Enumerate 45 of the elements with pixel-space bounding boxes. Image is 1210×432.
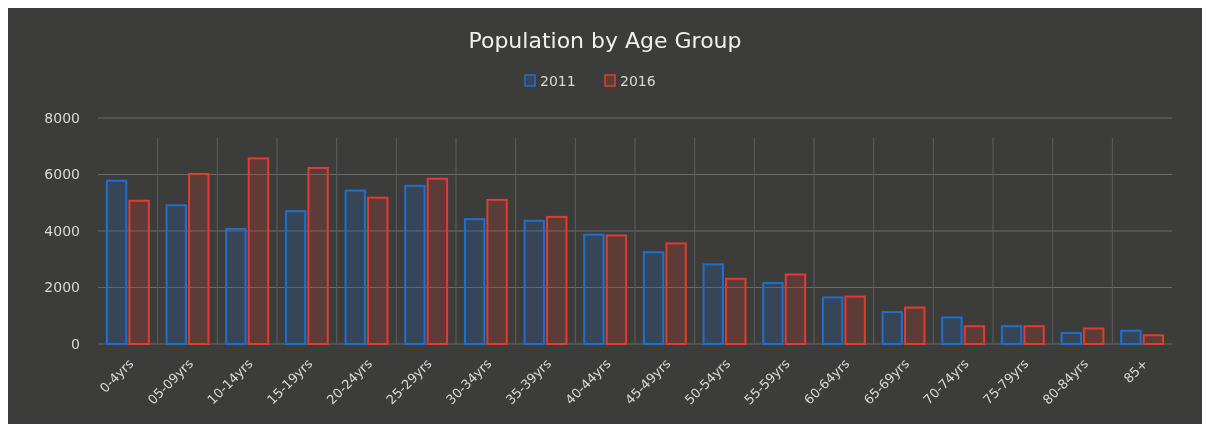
bar [128,199,150,345]
bar [904,306,926,345]
bar [1023,325,1045,345]
bar [1120,329,1142,345]
bar [523,219,545,345]
bar [583,233,605,345]
bar [1060,331,1082,345]
bar [426,177,449,345]
bar [605,234,628,345]
y-tick-label: 6000 [44,166,80,183]
bar [784,273,807,345]
bar [1142,334,1165,345]
bar [486,198,508,345]
bar [821,296,844,345]
bar [367,196,389,345]
bar [546,215,568,345]
bar [463,218,486,345]
bar [1083,327,1105,345]
y-tick-label: 2000 [44,279,80,296]
y-tick-label: 8000 [44,109,80,126]
bar [307,167,329,345]
bar [762,281,784,345]
bar [105,179,128,345]
bar [284,210,307,345]
bar [844,295,866,345]
bar [344,189,366,345]
bar [225,228,247,345]
bar [963,325,986,345]
bar [702,263,724,345]
bar [404,184,426,345]
y-tick-label: 0 [71,335,80,352]
bar [725,277,747,345]
chart-title: Population by Age Group [468,28,742,53]
bar [941,316,963,345]
bar [665,242,687,345]
y-tick-label: 4000 [44,222,80,239]
bar [165,204,187,345]
bar [247,157,270,345]
bar [881,311,903,345]
bar [642,251,665,345]
legend-label: 2011 [540,72,576,89]
bar [1000,325,1023,345]
legend-label: 2016 [620,72,656,89]
bar [188,172,210,345]
x-tick-label: 85+ [1120,355,1151,386]
